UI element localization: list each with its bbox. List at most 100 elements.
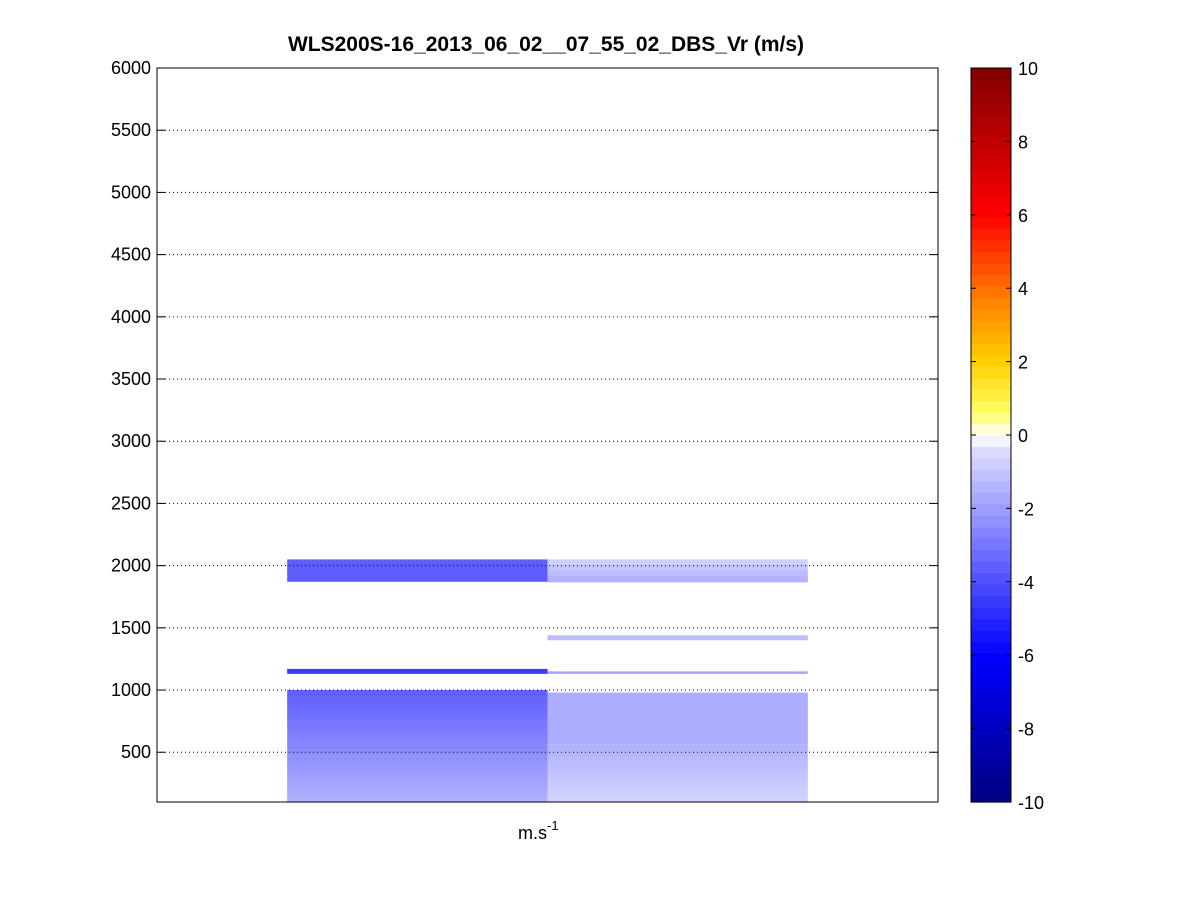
colorbar-tick-label-9: 8 (1018, 132, 1028, 152)
colorbar-swatch-22 (971, 538, 1011, 551)
colorbar-swatch-36 (971, 377, 1011, 390)
colorbar-swatch-43 (971, 297, 1011, 310)
column-1-band-0-cell-6 (287, 725, 548, 732)
colorbar-swatch-19 (971, 572, 1011, 585)
column-1-band-0-cell-1 (287, 695, 548, 703)
colorbar-swatch-47 (971, 251, 1011, 264)
colorbar-swatch-50 (971, 217, 1011, 230)
colorbar-swatch-55 (971, 159, 1011, 172)
column-1-band-0-cell-4 (287, 713, 548, 721)
column-1-band-0-cell-13 (287, 766, 548, 774)
column-2 (547, 559, 808, 803)
column-2-band-0-cell-9 (547, 796, 808, 803)
colorbar-swatch-31 (971, 435, 1011, 448)
colorbar-swatch-24 (971, 515, 1011, 528)
colorbar-swatch-33 (971, 412, 1011, 425)
colorbar-swatch-17 (971, 595, 1011, 608)
column-2-band-0-cell-1 (547, 750, 808, 757)
y-tick-label-6000: 6000 (111, 58, 151, 78)
colorbar-tick-label-8: 6 (1018, 206, 1028, 226)
column-1-band-0-cell-9 (287, 743, 548, 750)
y-tick-label-1500: 1500 (111, 618, 151, 638)
colorbar-swatch-12 (971, 652, 1011, 665)
colorbar-tick-label-5: 0 (1018, 426, 1028, 446)
y-tick-label-4500: 4500 (111, 245, 151, 265)
column-1-band-0-cell-18 (287, 796, 548, 803)
column-2-band-2 (547, 671, 808, 674)
column-1-band-0-cell-12 (287, 760, 548, 768)
heatmap-bands (287, 559, 808, 803)
colorbar-swatches (971, 68, 1011, 803)
colorbar-swatch-5 (971, 733, 1011, 746)
colorbar-swatch-45 (971, 274, 1011, 287)
colorbar-swatch-23 (971, 526, 1011, 539)
colorbar-swatch-0 (971, 790, 1011, 803)
colorbar-swatch-56 (971, 148, 1011, 161)
colorbar-swatch-28 (971, 469, 1011, 482)
colorbar-swatch-34 (971, 400, 1011, 413)
colorbar-swatch-57 (971, 136, 1011, 149)
colorbar-swatch-7 (971, 710, 1011, 723)
column-1 (287, 559, 548, 803)
column-2-band-0-cell-3 (547, 761, 808, 769)
plot-background (157, 68, 938, 802)
colorbar-swatch-42 (971, 308, 1011, 321)
y-tick-label-4000: 4000 (111, 307, 151, 327)
column-1-band-0-cell-0 (287, 690, 548, 697)
colorbar-tick-label-6: 2 (1018, 353, 1028, 373)
colorbar-swatch-1 (971, 779, 1011, 792)
colorbar-swatch-9 (971, 687, 1011, 700)
colorbar-swatch-27 (971, 480, 1011, 493)
colorbar-swatch-59 (971, 113, 1011, 126)
column-2-band-0-cell-0 (547, 744, 808, 752)
colorbar-swatch-6 (971, 721, 1011, 734)
y-axis: 500 1000 1500 2000 2500 3000 3500 4000 4500 5000 5… (111, 58, 938, 762)
colorbar-tick-label-3: -4 (1018, 573, 1034, 593)
column-2-band-1 (547, 692, 808, 745)
colorbar-swatch-20 (971, 561, 1011, 574)
column-2-band-0-cell-5 (547, 773, 808, 780)
colorbar-swatch-13 (971, 641, 1011, 654)
y-tick-label-500: 500 (121, 742, 151, 762)
colorbar-swatch-37 (971, 366, 1011, 379)
x-axis-label-base: m.s (518, 823, 547, 843)
column-2-band-0-cell-7 (547, 784, 808, 792)
colorbar-swatch-35 (971, 389, 1011, 402)
column-2-band-0-cell-8 (547, 790, 808, 797)
chart-title: WLS200S-16_2013_06_02__07_55_02_DBS_Vr (… (288, 33, 804, 56)
column-2-band-0-cell-4 (547, 767, 808, 774)
colorbar-tick-label-0: -10 (1018, 793, 1044, 813)
column-1-band-0-cell-11 (287, 754, 548, 762)
column-1-band-0-cell-3 (287, 707, 548, 715)
colorbar-swatch-49 (971, 228, 1011, 241)
colorbar-swatch-51 (971, 205, 1011, 218)
colorbar-tick-label-10: 10 (1018, 59, 1038, 79)
colorbar-swatch-44 (971, 285, 1011, 298)
colorbar-swatch-16 (971, 607, 1011, 620)
column-2-band-4-cell-2 (547, 570, 808, 577)
colorbar-swatch-60 (971, 102, 1011, 115)
colorbar-tick-label-4: -2 (1018, 499, 1034, 519)
colorbar-swatch-41 (971, 320, 1011, 333)
colorbar-swatch-58 (971, 125, 1011, 138)
column-1-band-0-cell-15 (287, 778, 548, 785)
column-2-band-0-cell-6 (547, 779, 808, 786)
colorbar-axis: -10 -8 -6 -4 -2 0 2 4 6 8 10 (971, 59, 1044, 813)
colorbar-swatch-40 (971, 331, 1011, 344)
colorbar-tick-label-1: -8 (1018, 720, 1034, 740)
colorbar-swatch-39 (971, 343, 1011, 356)
colorbar-swatch-48 (971, 240, 1011, 253)
colorbar-swatch-4 (971, 744, 1011, 757)
colorbar-swatch-54 (971, 171, 1011, 184)
column-2-band-0-cell-2 (547, 756, 808, 763)
colorbar-swatch-15 (971, 618, 1011, 631)
column-1-band-0-cell-2 (287, 701, 548, 709)
y-tick-label-2500: 2500 (111, 493, 151, 513)
colorbar-swatch-53 (971, 182, 1011, 195)
colorbar-swatch-21 (971, 549, 1011, 562)
colorbar-swatch-30 (971, 446, 1011, 459)
colorbar-swatch-38 (971, 354, 1011, 367)
x-axis-label: m.s-1 (518, 818, 559, 843)
x-axis-label-superscript: -1 (547, 818, 559, 833)
